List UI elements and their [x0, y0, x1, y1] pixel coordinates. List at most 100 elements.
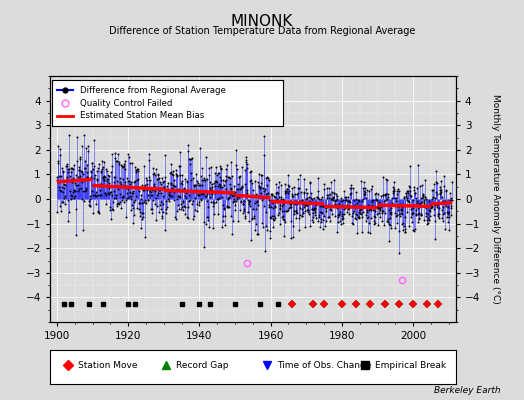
- Point: [363, 209, 372, 216]
- Point: [150, 182, 158, 189]
- Point: [82, 174, 91, 180]
- Point: [145, 151, 154, 158]
- Point: [335, 203, 344, 210]
- Point: [414, 210, 423, 216]
- Point: [368, 207, 377, 213]
- Point: [191, 182, 199, 188]
- Point: [306, 198, 314, 204]
- Point: [241, 214, 249, 221]
- Point: [379, 192, 388, 198]
- Point: [86, 196, 95, 202]
- Point: [286, 197, 294, 204]
- Point: [283, 182, 292, 188]
- Point: [370, 221, 378, 228]
- Point: [136, 200, 144, 206]
- Point: [320, 213, 328, 219]
- Point: [66, 176, 74, 183]
- Point: [366, 205, 374, 212]
- Point: [366, 230, 374, 236]
- Point: [238, 164, 246, 170]
- Point: [289, 200, 298, 206]
- Point: [312, 202, 321, 208]
- Point: [125, 178, 133, 184]
- Point: [79, 227, 87, 234]
- Point: [362, 218, 370, 224]
- Point: [130, 196, 139, 203]
- Point: [436, 187, 445, 194]
- Point: [96, 167, 105, 174]
- Point: [194, 191, 202, 198]
- Point: [106, 203, 114, 210]
- Point: [120, 161, 128, 167]
- Point: [72, 206, 80, 212]
- Point: [174, 186, 182, 192]
- Point: [90, 175, 98, 182]
- Point: [400, 194, 408, 201]
- Point: [166, 170, 174, 176]
- Point: [217, 193, 226, 200]
- Point: [311, 205, 319, 211]
- Point: [256, 172, 265, 178]
- Point: [102, 166, 110, 172]
- Point: [411, 190, 419, 197]
- Point: [62, 178, 70, 184]
- Point: [316, 219, 325, 226]
- Point: [89, 210, 97, 216]
- Point: [377, 192, 386, 199]
- Point: [157, 199, 165, 206]
- Point: [291, 206, 300, 213]
- Point: [114, 200, 122, 206]
- Point: [395, 249, 403, 256]
- Point: [418, 199, 426, 205]
- Point: [128, 205, 137, 212]
- Point: [252, 192, 260, 198]
- Point: [288, 193, 297, 200]
- Point: [146, 186, 154, 192]
- Point: [148, 186, 156, 193]
- Point: [115, 200, 124, 207]
- Point: [236, 173, 245, 179]
- Point: [230, 196, 238, 202]
- Point: [298, 213, 307, 219]
- Point: [73, 176, 81, 183]
- Point: [414, 162, 423, 168]
- Point: [340, 188, 348, 195]
- Point: [312, 198, 320, 205]
- Point: [292, 215, 301, 221]
- Point: [211, 183, 219, 189]
- Point: [421, 194, 429, 200]
- Point: [245, 200, 253, 207]
- Point: [185, 192, 193, 198]
- Point: [448, 179, 456, 186]
- Point: [246, 198, 255, 204]
- Point: [282, 188, 290, 195]
- Point: [232, 198, 241, 204]
- Point: [214, 182, 222, 189]
- Point: [180, 185, 188, 192]
- Point: [223, 203, 231, 210]
- Point: [151, 195, 160, 202]
- Point: [162, 204, 171, 211]
- Point: [112, 194, 120, 201]
- Point: [350, 202, 358, 209]
- Point: [257, 180, 265, 186]
- Point: [302, 201, 310, 208]
- Point: [396, 202, 404, 208]
- Point: [245, 218, 254, 224]
- Point: [224, 196, 232, 202]
- Point: [368, 183, 377, 189]
- Point: [216, 174, 224, 181]
- Point: [116, 174, 125, 181]
- Point: [428, 196, 436, 202]
- Point: [103, 175, 112, 182]
- Point: [219, 217, 227, 224]
- Point: [147, 206, 156, 212]
- Point: [301, 208, 309, 214]
- Point: [221, 177, 229, 184]
- Point: [344, 210, 353, 217]
- Point: [127, 193, 136, 200]
- Point: [369, 218, 378, 225]
- Point: [301, 224, 309, 230]
- Point: [390, 179, 399, 185]
- Point: [441, 226, 450, 232]
